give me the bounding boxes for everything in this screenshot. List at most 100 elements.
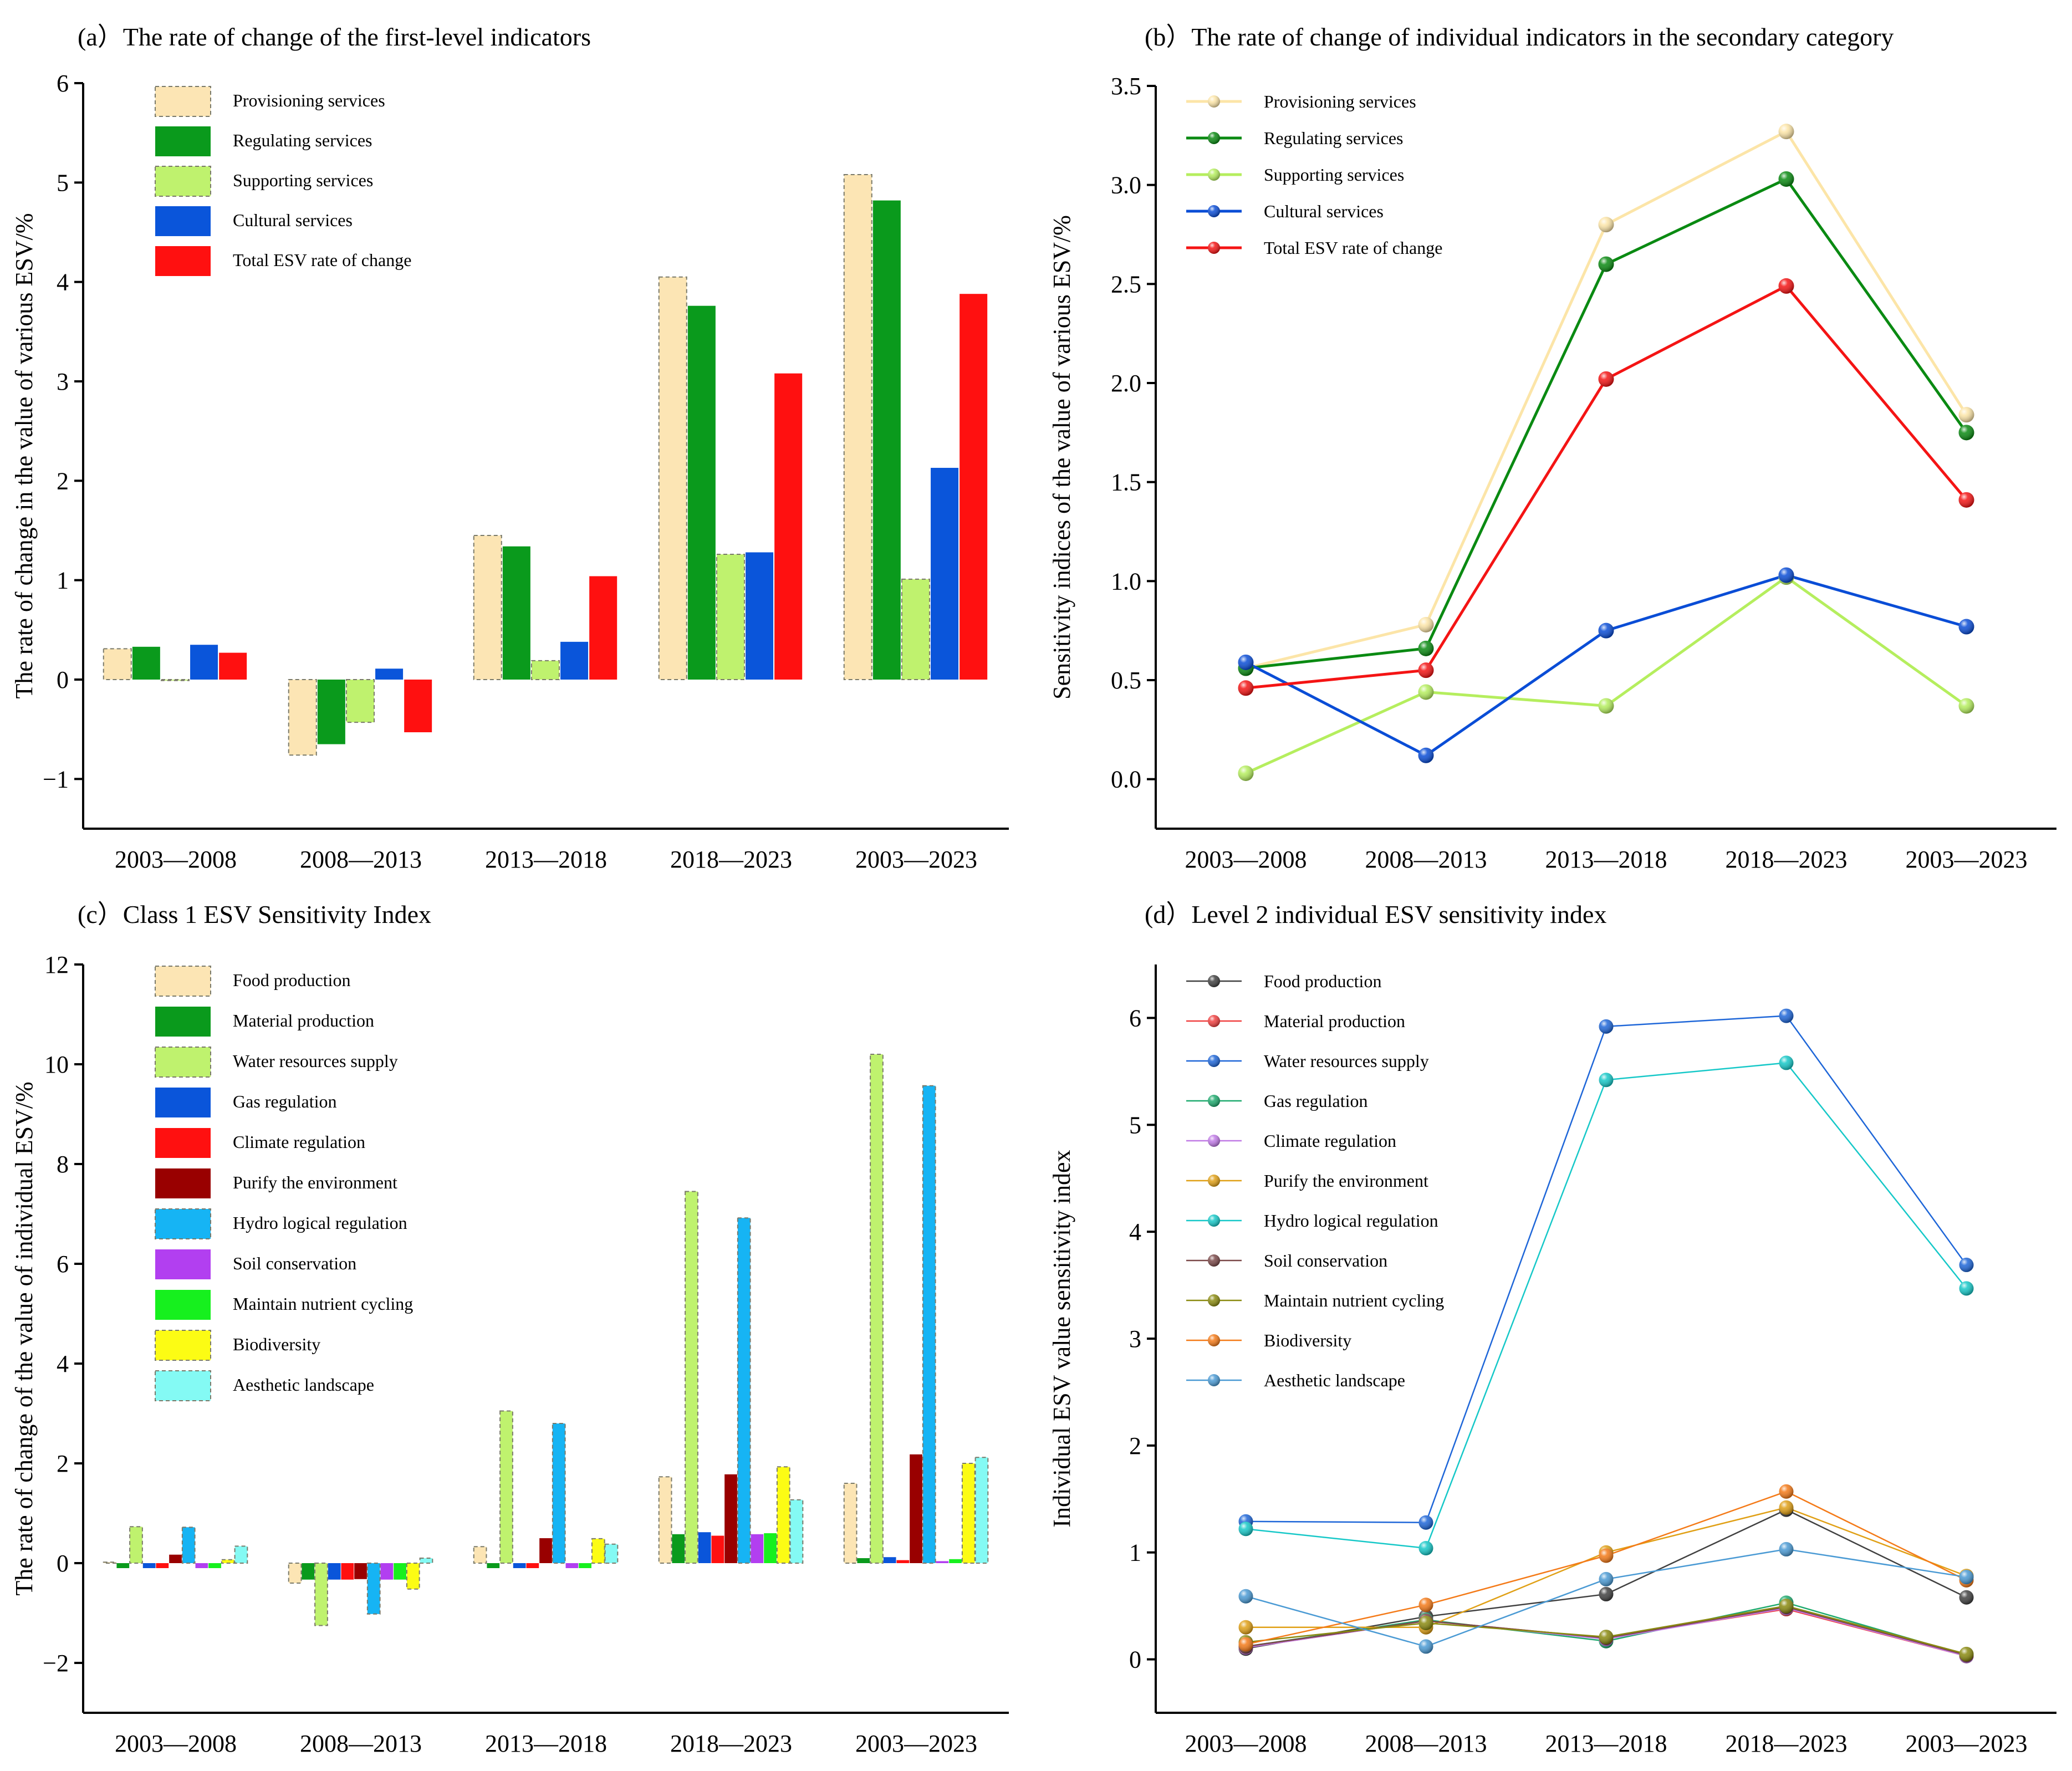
legend-label-supporting-services: Supporting services	[1264, 165, 1404, 185]
point-shade	[1778, 567, 1794, 583]
point-shade	[1418, 1515, 1433, 1530]
point-shade	[1238, 1522, 1253, 1537]
legend-label-aesthetic-landscape: Aesthetic landscape	[233, 1375, 374, 1395]
bar-material-production	[487, 1563, 500, 1568]
point-shade	[1958, 425, 1974, 441]
bar-cultural-services	[746, 552, 774, 680]
panel-a-x-label: 2003—2008	[115, 846, 237, 873]
panel-c-ytick-label: −2	[43, 1650, 69, 1677]
point-shade	[1599, 1548, 1614, 1563]
legend-marker-shade	[1208, 1374, 1220, 1386]
bar-gas-regulation	[328, 1563, 341, 1580]
line-purify-the-environment	[1246, 1507, 1967, 1628]
point-shade	[1599, 1630, 1614, 1645]
bar-supporting-services	[530, 660, 560, 680]
bar-biodiversity	[406, 1563, 420, 1590]
bar-water-resources-supply	[314, 1563, 328, 1626]
bar-supporting-services	[901, 578, 930, 680]
bar-purify-the-environment	[354, 1563, 367, 1579]
panel-a-ytick-label: −1	[43, 765, 69, 793]
line-cultural-services	[1245, 574, 1967, 757]
bar-cultural-services	[560, 641, 589, 680]
bar-biodiversity	[221, 1559, 235, 1564]
panel-b-title: (b）The rate of change of individual indi…	[1145, 23, 1894, 51]
bar-supporting-services	[716, 554, 745, 680]
panel-c-ytick-label: 8	[57, 1151, 69, 1178]
bar-purify-the-environment	[724, 1474, 737, 1563]
legend-marker-shade	[1208, 1015, 1220, 1027]
legend-label-climate-regulation: Climate regulation	[1264, 1131, 1396, 1151]
panel-c: (c）Class 1 ESV Sensitivity Index −2 0 2 4 6 8 1…	[11, 900, 1009, 1757]
bar-gas-regulation	[142, 1563, 156, 1568]
bar-total-esv-rate-of-change	[589, 576, 617, 680]
bar-regulating-services	[872, 200, 901, 680]
point-shade	[1418, 616, 1434, 632]
legend-label-food-production: Food production	[1264, 971, 1381, 991]
panel-b: (b）The rate of change of individual indi…	[1048, 23, 2056, 873]
panel-a-x-label: 2013—2018	[485, 846, 607, 873]
legend-label-water-resources-supply: Water resources supply	[233, 1051, 398, 1071]
legend-marker-shade	[1208, 1175, 1220, 1187]
legend-swatch-cultural-services	[155, 206, 211, 236]
panel-d-x-label: 2008—2013	[1365, 1730, 1487, 1757]
legend-marker-shade	[1208, 1095, 1220, 1107]
panel-b-y-label: Sensitivity indices of the value of vari…	[1048, 215, 1075, 700]
panel-c-x-label: 2018—2023	[670, 1730, 792, 1757]
legend-label-material-production: Material production	[233, 1010, 374, 1030]
bar-climate-regulation	[711, 1535, 724, 1563]
bar-supporting-services	[160, 679, 190, 681]
legend-label-total-esv-rate-of-change: Total ESV rate of change	[233, 250, 411, 270]
bar-food-production	[473, 1546, 487, 1564]
bar-provisioning-services	[473, 534, 502, 680]
legend-marker-shade	[1208, 205, 1220, 217]
legend-label-aesthetic-landscape: Aesthetic landscape	[1264, 1370, 1405, 1390]
point-shade	[1779, 1008, 1794, 1023]
bar-maintain-nutrient-cycling	[394, 1563, 406, 1580]
legend-swatch-regulating-services	[155, 126, 211, 156]
point-shade	[1778, 278, 1794, 294]
panel-a-y-label: The rate of change in the value of vario…	[11, 213, 38, 698]
bar-soil-conservation	[751, 1534, 764, 1563]
bar-aesthetic-landscape	[419, 1558, 433, 1564]
bar-supporting-services	[345, 679, 375, 723]
legend-label-biodiversity: Biodiversity	[1264, 1330, 1351, 1350]
legend-swatch-water-resources-supply	[155, 1047, 211, 1078]
bar-purify-the-environment	[910, 1454, 922, 1563]
legend-label-maintain-nutrient-cycling: Maintain nutrient cycling	[233, 1294, 413, 1314]
bar-maintain-nutrient-cycling	[208, 1563, 221, 1568]
point-shade	[1418, 1616, 1433, 1630]
legend-label-soil-conservation: Soil conservation	[1264, 1251, 1387, 1270]
bar-hydro-logical-regulation	[922, 1085, 936, 1564]
panel-c-ytick-label: 6	[57, 1251, 69, 1278]
panel-d-x-label: 2018—2023	[1726, 1730, 1848, 1757]
legend-label-regulating-services: Regulating services	[1264, 128, 1403, 148]
legend-label-climate-regulation: Climate regulation	[233, 1132, 365, 1152]
legend-label-hydro-logical-regulation: Hydro logical regulation	[1264, 1211, 1438, 1231]
point-shade	[1418, 1639, 1433, 1654]
bar-aesthetic-landscape	[604, 1543, 619, 1564]
bar-hydro-logical-regulation	[737, 1217, 751, 1564]
point-shade	[1418, 1541, 1433, 1555]
legend-marker-shade	[1208, 975, 1220, 987]
bar-gas-regulation	[883, 1557, 896, 1563]
point-shade	[1599, 1019, 1614, 1034]
legend-marker-shade	[1208, 1334, 1220, 1346]
legend-swatch-provisioning-services	[155, 86, 211, 117]
point-shade	[1598, 698, 1614, 714]
panel-a-x-label: 2018—2023	[670, 846, 792, 873]
bar-gas-regulation	[698, 1532, 711, 1563]
bar-maintain-nutrient-cycling	[764, 1533, 777, 1563]
bar-regulating-services	[317, 680, 345, 744]
legend-label-material-production: Material production	[1264, 1011, 1405, 1031]
panel-d-ytick-label: 3	[1129, 1325, 1141, 1353]
panel-c-x-label: 2008—2013	[300, 1730, 422, 1757]
panel-b-ytick-label: 0.0	[1111, 766, 1141, 793]
legend-marker-shade	[1208, 95, 1220, 108]
point-shade	[1959, 1646, 1974, 1661]
panel-b-ytick-label: 1.0	[1111, 568, 1141, 595]
point-shade	[1958, 619, 1974, 635]
bar-aesthetic-landscape	[234, 1545, 248, 1564]
bar-material-production	[116, 1563, 130, 1568]
panel-d-ytick-label: 6	[1129, 1004, 1141, 1032]
bar-aesthetic-landscape	[974, 1457, 989, 1564]
